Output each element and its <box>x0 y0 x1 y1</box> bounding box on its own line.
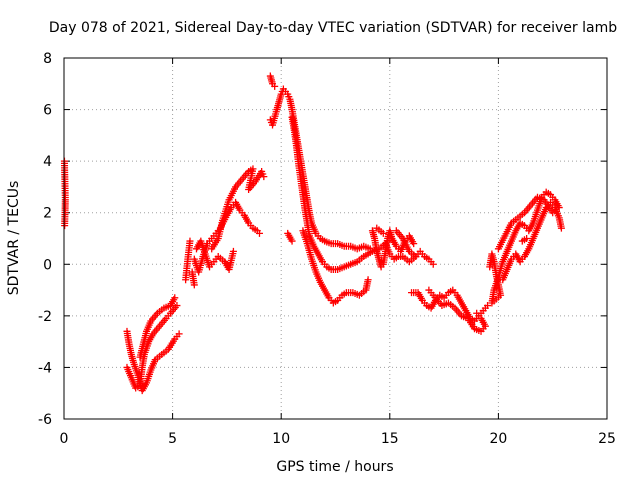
data-point <box>260 173 268 181</box>
data-point <box>288 237 296 245</box>
y-tick-label: 0 <box>43 257 52 273</box>
data-point <box>484 302 492 310</box>
data-points <box>60 72 565 395</box>
y-tick-label: -2 <box>38 309 52 325</box>
data-point <box>186 237 194 245</box>
data-point <box>255 229 263 237</box>
data-point <box>557 224 565 232</box>
data-point <box>412 253 420 261</box>
x-tick-label: 0 <box>60 431 69 447</box>
chart-title: Day 078 of 2021, Sidereal Day-to-day VTE… <box>49 20 617 36</box>
y-tick-label: 6 <box>43 103 52 119</box>
data-point <box>61 222 69 230</box>
data-point <box>190 281 198 289</box>
y-tick-label: 4 <box>43 154 52 170</box>
grid <box>64 58 607 419</box>
y-tick-label: -6 <box>38 412 52 428</box>
data-point <box>229 247 237 255</box>
data-point <box>173 302 181 310</box>
data-point <box>410 240 418 248</box>
data-point <box>364 276 372 284</box>
x-tick-label: 25 <box>598 431 616 447</box>
x-tick-label: 15 <box>381 431 399 447</box>
y-tick-label: 8 <box>43 51 52 67</box>
data-point <box>175 330 183 338</box>
x-tick-label: 20 <box>489 431 507 447</box>
data-point <box>549 209 557 217</box>
plot-frame <box>63 57 608 420</box>
x-tick-label: 10 <box>272 431 290 447</box>
x-axis-label: GPS time / hours <box>276 459 393 475</box>
data-point <box>379 229 387 237</box>
data-point <box>473 309 481 317</box>
data-point <box>271 82 279 90</box>
y-axis-label: SDTVAR / TECUs <box>6 181 22 296</box>
y-tick-label: -4 <box>38 360 52 376</box>
data-point <box>171 294 179 302</box>
data-point <box>429 260 437 268</box>
x-tick-label: 5 <box>168 431 177 447</box>
y-tick-label: 2 <box>43 206 52 222</box>
data-point <box>523 235 531 242</box>
